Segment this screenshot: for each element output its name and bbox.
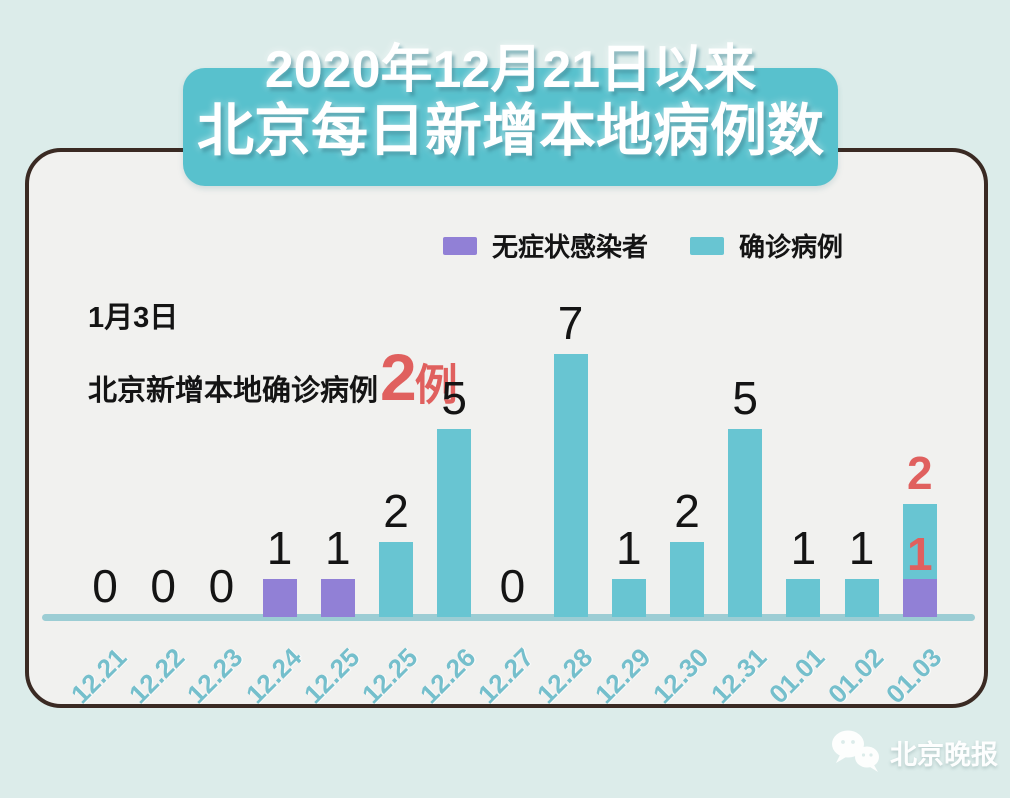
title-banner: 2020年12月21日以来 北京每日新增本地病例数 xyxy=(183,41,838,186)
bar-value-label: 1 xyxy=(325,522,351,574)
x-axis-label: 12.25 xyxy=(297,642,366,710)
x-axis-label: 12.22 xyxy=(123,642,191,710)
annotation-block: 1月3日 北京新增本地确诊病例 2 例 xyxy=(88,294,458,414)
page-title: 2020年12月21日以来 北京每日新增本地病例数 xyxy=(197,41,824,163)
bar-value-label: 7 xyxy=(557,297,584,349)
x-axis-label: 01.02 xyxy=(821,642,889,710)
x-axis-label: 01.01 xyxy=(763,642,831,710)
legend-swatch-purple xyxy=(443,236,477,255)
bar-segment-confirmed xyxy=(437,429,472,617)
title-line-2: 北京每日新增本地病例数 xyxy=(197,99,824,163)
bar-value-label: 2 xyxy=(907,447,933,499)
x-axis-label: 12.28 xyxy=(530,642,598,710)
bar-segment-confirmed xyxy=(844,579,879,617)
x-axis-label: 12.26 xyxy=(414,642,482,710)
legend-swatch-teal xyxy=(690,236,724,255)
bar-value-label: 5 xyxy=(732,372,758,424)
bar-value-label: 0 xyxy=(150,560,176,612)
legend-item-asymptomatic: 无症状感染者 xyxy=(443,227,648,264)
bar-value-label: 5 xyxy=(441,372,467,424)
bar-value-label: 1 xyxy=(790,522,817,574)
x-axis-label: 12.31 xyxy=(705,642,773,710)
bar-segment-asymptomatic xyxy=(262,579,297,617)
x-axis-baseline xyxy=(42,614,975,621)
bar-segment-confirmed xyxy=(670,542,704,617)
annotation-highlight-unit: 例 xyxy=(414,362,458,410)
x-axis-label: 12.23 xyxy=(181,642,249,710)
x-axis-label: 12.27 xyxy=(472,642,540,710)
x-axis-label: 12.30 xyxy=(646,642,715,710)
bar-segment-confirmed xyxy=(553,354,588,617)
publisher-watermark: 北京晚报 xyxy=(831,729,998,775)
legend-label-confirmed: 确诊病例 xyxy=(739,232,844,262)
legend-label-asymptomatic: 无症状感染者 xyxy=(492,232,649,262)
bar-segment-asymptomatic xyxy=(902,579,937,617)
bar-segment-asymptomatic xyxy=(320,579,355,617)
bar-segment-confirmed xyxy=(728,429,763,617)
bar-segment-confirmed xyxy=(611,579,646,617)
bar-value-label: 0 xyxy=(499,560,526,612)
bar-value-label: 2 xyxy=(383,485,409,537)
bar-segment-confirmed xyxy=(786,579,821,617)
wechat-icon xyxy=(832,730,879,772)
bar-segment-confirmed xyxy=(902,504,937,579)
annotation-date: 1月3日 xyxy=(88,302,179,334)
x-axis-label: 12.29 xyxy=(588,642,657,710)
bar-value-label: 0 xyxy=(92,560,118,612)
x-axis-label: 01.03 xyxy=(879,642,948,710)
x-axis-label: 12.21 xyxy=(64,642,133,710)
bar-value-label: 1 xyxy=(907,528,933,580)
bar-segment-confirmed xyxy=(379,542,413,617)
bar-value-label: 1 xyxy=(616,522,642,574)
bar-value-label: 0 xyxy=(208,560,235,612)
bar-value-label: 2 xyxy=(674,485,700,537)
publisher-name: 北京晚报 xyxy=(890,739,998,770)
legend-item-confirmed: 确诊病例 xyxy=(690,227,843,264)
bar-value-label: 1 xyxy=(266,522,293,574)
bar-value-label: 1 xyxy=(848,522,875,574)
title-line-1: 2020年12月21日以来 xyxy=(264,41,757,99)
x-axis-label: 12.25 xyxy=(355,642,424,710)
x-axis-label: 12.24 xyxy=(239,642,307,710)
annotation-highlight-value: 2 xyxy=(380,340,417,414)
annotation-text: 北京新增本地确诊病例 xyxy=(88,375,379,407)
